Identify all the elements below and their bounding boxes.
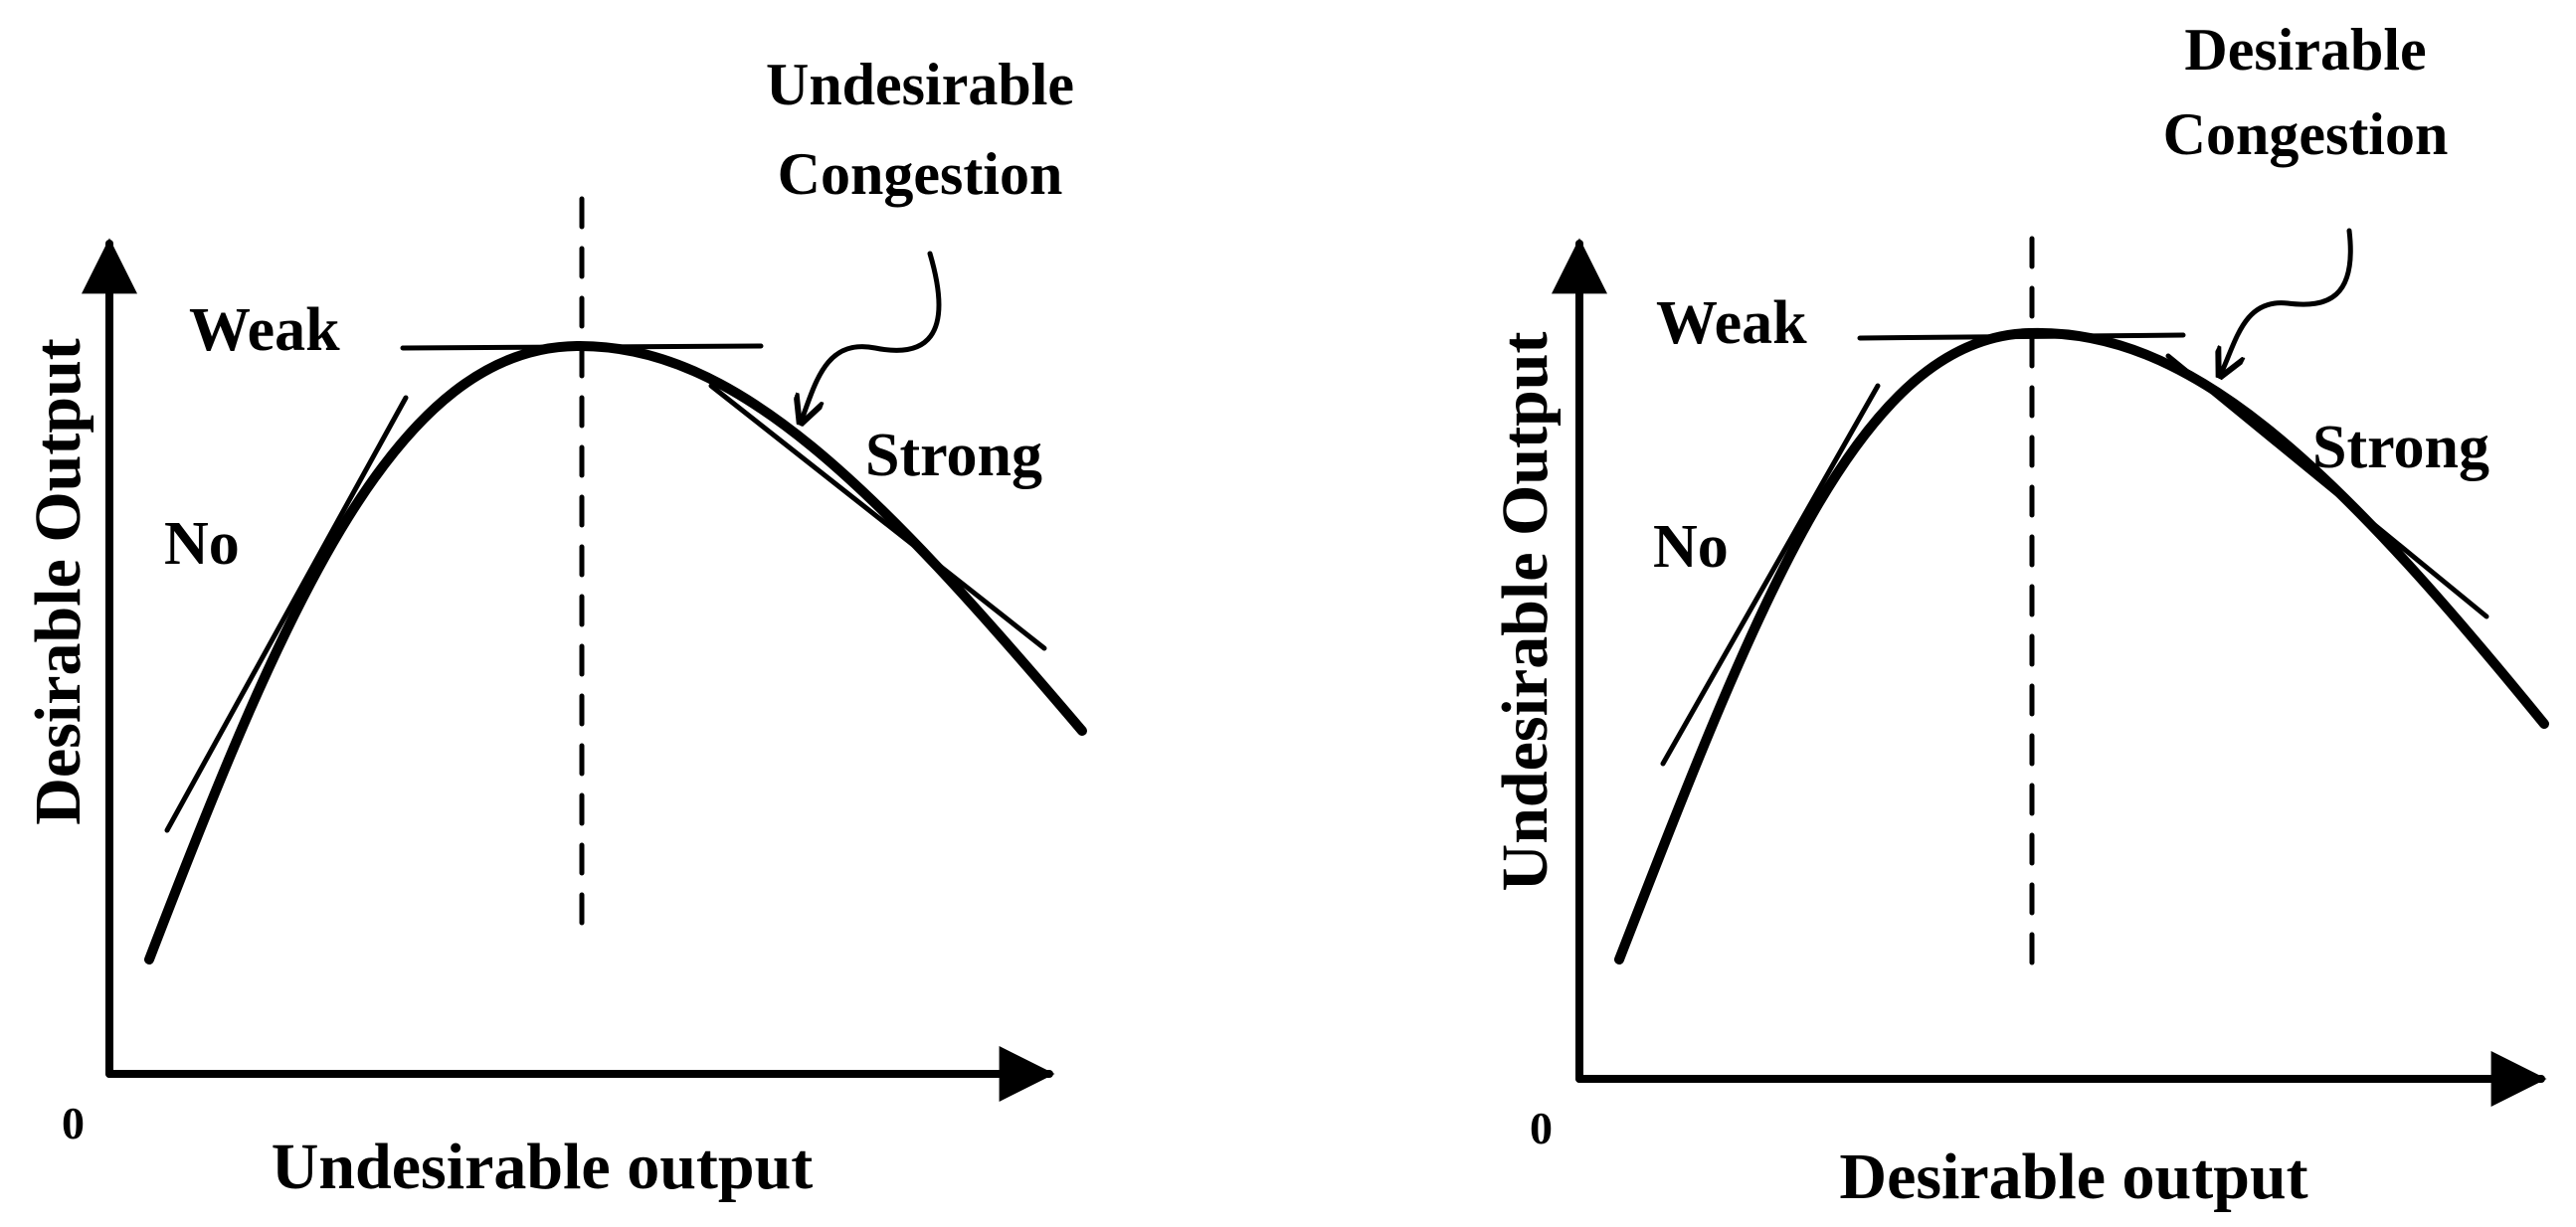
strong-label: Strong [865,422,1042,489]
callout-line-2: Congestion [778,141,1063,207]
no-congestion-tangent [164,395,409,833]
origin-label: 0 [62,1098,85,1148]
callout-line-1: Undesirable [766,52,1074,117]
no-label: No [164,510,240,578]
x-axis-label: Desirable output [1839,1140,2307,1213]
weak-label: Weak [1656,289,1807,357]
strong-congestion-tangent [708,383,1047,651]
right-panel: Desirable Congestion Weak Strong No 0 De… [1489,17,2549,1213]
weak-congestion-tangent [400,343,764,351]
callout-line-2: Congestion [2163,101,2449,167]
y-axis-label: Desirable Output [22,338,94,825]
no-congestion-tangent [1660,383,1881,767]
y-axis-label: Undesirable Output [1489,332,1562,892]
strong-congestion-tangent [2165,353,2489,619]
weak-congestion-tangent [1857,332,2186,341]
strong-label: Strong [2312,414,2489,481]
callout-arrow [801,251,942,423]
origin-label: 0 [1530,1103,1553,1153]
callout-arrow [2220,228,2353,376]
callout-line-1: Desirable [2184,17,2426,83]
no-label: No [1653,513,1729,581]
x-axis-label: Undesirable output [272,1131,814,1203]
left-panel: Undesirable Congestion Weak Strong No 0 … [22,52,1087,1203]
weak-label: Weak [189,296,340,364]
